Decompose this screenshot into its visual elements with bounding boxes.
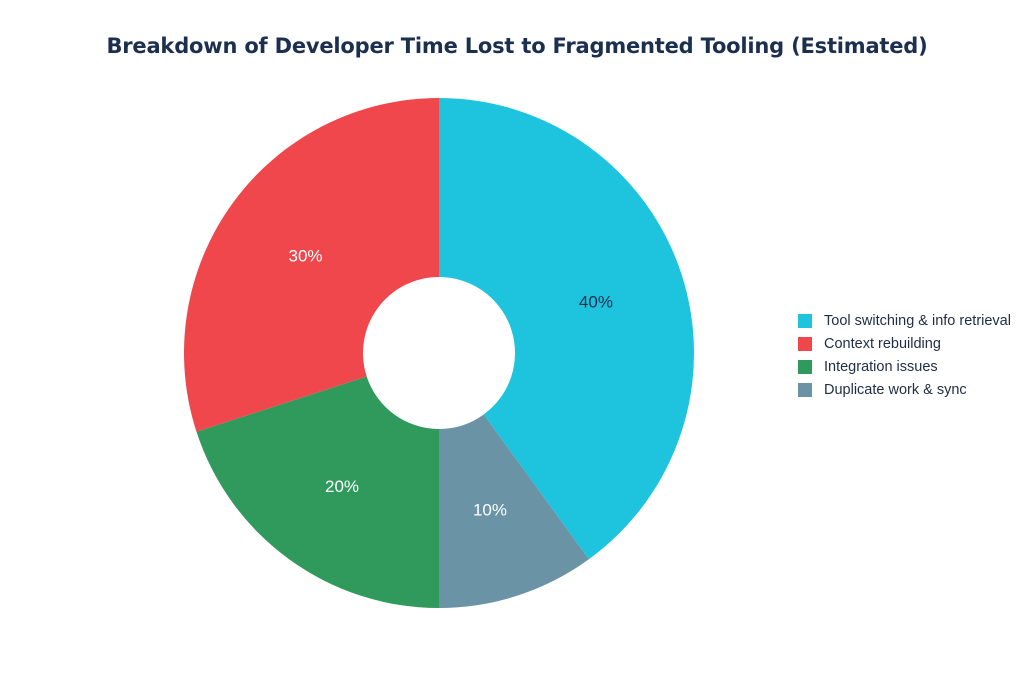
slice-value-label: 20% bbox=[325, 477, 359, 496]
pie-slice bbox=[183, 98, 439, 432]
slice-labels-group: 40% 10% 20% 30% bbox=[288, 247, 612, 520]
slice-value-label: 30% bbox=[288, 247, 322, 266]
legend-label: Context rebuilding bbox=[824, 335, 941, 352]
pie-slice bbox=[196, 376, 439, 608]
legend-label: Tool switching & info retrieval bbox=[824, 312, 1011, 329]
slice-value-label: 10% bbox=[473, 500, 507, 519]
pie-slice bbox=[439, 98, 695, 560]
legend-label: Integration issues bbox=[824, 358, 938, 375]
legend-swatch bbox=[798, 313, 812, 328]
legend-item: Duplicate work & sync bbox=[798, 378, 1011, 401]
legend-item: Tool switching & info retrieval bbox=[798, 309, 1011, 332]
chart-title: Breakdown of Developer Time Lost to Frag… bbox=[106, 34, 928, 58]
slice-value-label: 40% bbox=[579, 293, 613, 312]
legend-label: Duplicate work & sync bbox=[824, 381, 967, 398]
pie-slice bbox=[439, 414, 589, 608]
chart-legend: Tool switching & info retrieval Context … bbox=[798, 309, 1011, 401]
slices-group bbox=[183, 98, 695, 608]
legend-swatch bbox=[798, 359, 812, 374]
legend-item: Integration issues bbox=[798, 355, 1011, 378]
legend-swatch bbox=[798, 336, 812, 351]
legend-swatch bbox=[798, 382, 812, 397]
legend-item: Context rebuilding bbox=[798, 332, 1011, 355]
